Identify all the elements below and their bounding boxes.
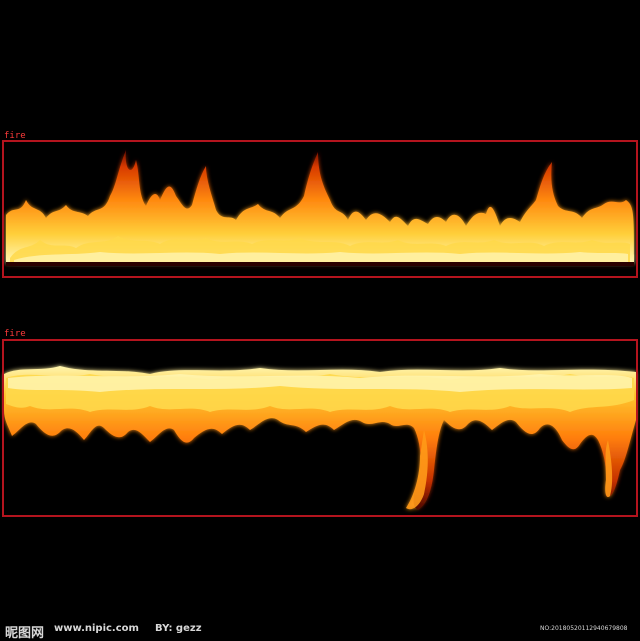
watermark-bar: 昵图网 www.nipic.com BY: gezz NO:2018052011… (0, 618, 640, 641)
detection-box-fire-2 (2, 339, 638, 517)
flame-strip-top (6, 150, 634, 266)
detection-box-fire-1 (2, 140, 638, 278)
detection-label-fire-1: fire (4, 131, 26, 141)
watermark-site-name: 昵图网 (5, 626, 45, 641)
flame-strip-bottom (4, 366, 636, 510)
watermark-author: BY: gezz (155, 623, 202, 634)
watermark-url: www.nipic.com (54, 623, 139, 634)
detection-label-fire-2: fire (4, 329, 26, 339)
watermark-number: NO:20180520112940679808 (540, 625, 628, 632)
